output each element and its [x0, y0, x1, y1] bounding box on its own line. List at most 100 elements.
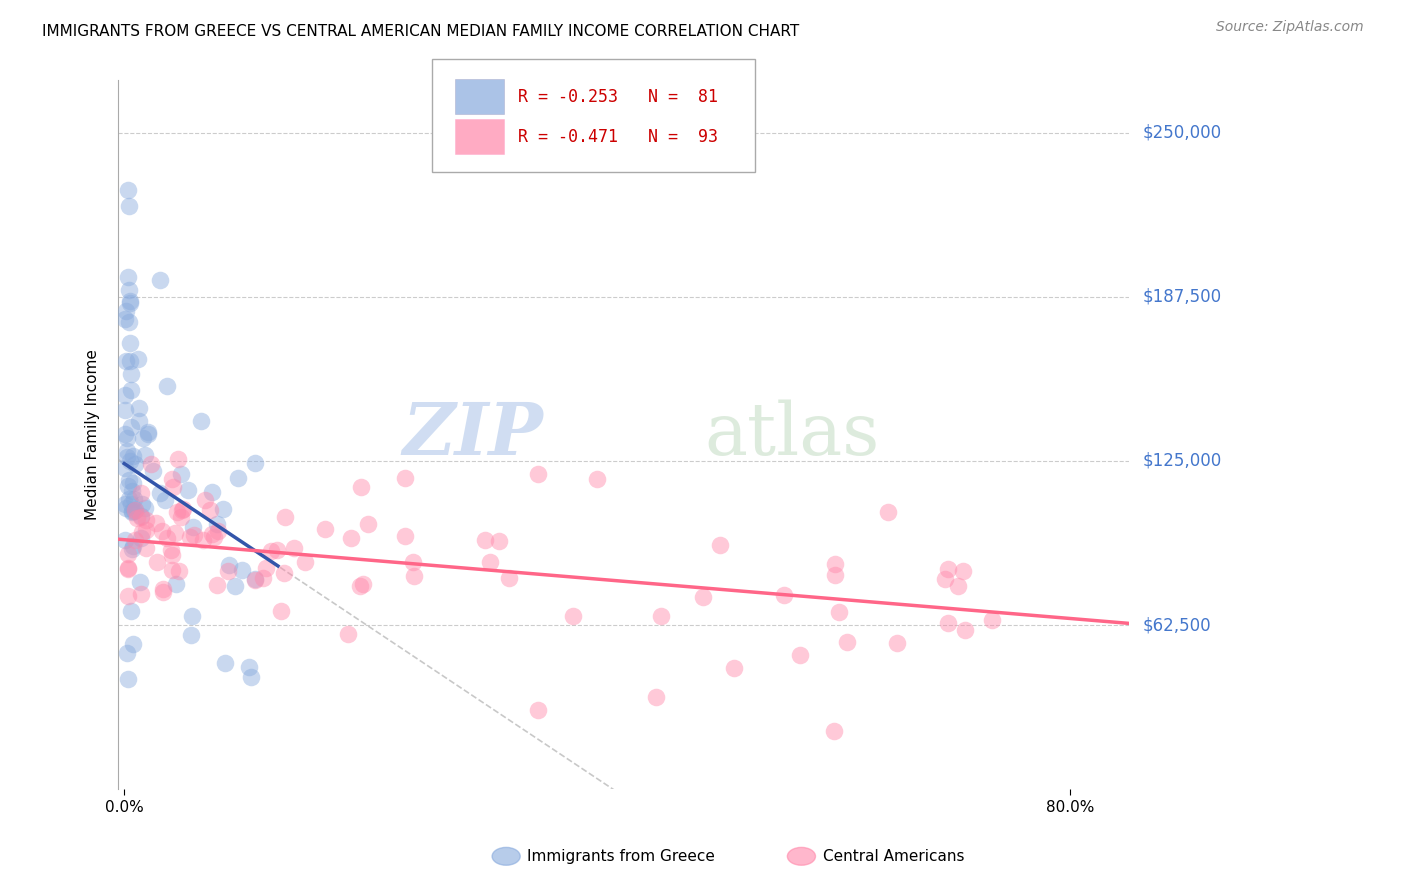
- Point: [155, 492, 177, 507]
- Point: [828, 605, 851, 619]
- Point: [946, 579, 969, 593]
- Point: [125, 511, 148, 525]
- Point: [156, 379, 179, 393]
- Point: [131, 525, 153, 540]
- Point: [886, 636, 908, 650]
- Point: [181, 520, 204, 534]
- Point: [488, 533, 510, 548]
- Point: [165, 576, 187, 591]
- Point: [114, 427, 136, 442]
- Point: [314, 522, 336, 536]
- Point: [160, 563, 183, 577]
- Point: [349, 578, 371, 592]
- Point: [356, 516, 378, 531]
- Point: [120, 368, 142, 382]
- Point: [121, 637, 143, 651]
- Point: [114, 388, 136, 402]
- Point: [259, 544, 281, 558]
- Point: [824, 557, 846, 571]
- Point: [117, 560, 139, 574]
- Point: [114, 461, 136, 475]
- Point: [283, 541, 305, 555]
- Point: [177, 483, 200, 498]
- Point: [226, 471, 249, 485]
- Point: [149, 485, 172, 500]
- Point: [132, 431, 155, 445]
- Point: [124, 492, 146, 507]
- Point: [117, 561, 139, 575]
- Point: [129, 587, 152, 601]
- Point: [129, 532, 152, 546]
- Point: [212, 502, 235, 516]
- Point: [981, 614, 1004, 628]
- Point: [202, 529, 225, 543]
- Text: $187,500: $187,500: [1143, 288, 1222, 306]
- Text: $62,500: $62,500: [1143, 616, 1212, 634]
- Point: [218, 558, 240, 573]
- Point: [136, 425, 159, 439]
- Point: [127, 352, 149, 367]
- Point: [205, 578, 228, 592]
- Point: [200, 503, 222, 517]
- Point: [114, 498, 136, 512]
- Point: [121, 504, 143, 518]
- Point: [214, 656, 236, 670]
- Point: [252, 571, 274, 585]
- Point: [180, 608, 202, 623]
- Point: [115, 353, 138, 368]
- Point: [152, 582, 174, 597]
- Point: [117, 431, 139, 445]
- Point: [117, 479, 139, 493]
- Text: ZIP: ZIP: [402, 400, 543, 470]
- Point: [254, 561, 277, 575]
- Point: [709, 538, 731, 552]
- Point: [129, 486, 152, 500]
- Point: [115, 304, 138, 318]
- Text: $125,000: $125,000: [1143, 452, 1222, 470]
- Point: [953, 623, 976, 637]
- Point: [404, 568, 426, 582]
- Text: IMMIGRANTS FROM GREECE VS CENTRAL AMERICAN MEDIAN FAMILY INCOME CORRELATION CHAR: IMMIGRANTS FROM GREECE VS CENTRAL AMERIC…: [42, 24, 800, 39]
- Point: [131, 497, 153, 511]
- Point: [120, 335, 142, 350]
- Point: [145, 516, 167, 531]
- Point: [169, 510, 191, 524]
- Point: [166, 452, 188, 467]
- Point: [117, 589, 139, 603]
- Point: [723, 661, 745, 675]
- Point: [118, 199, 141, 213]
- Point: [562, 609, 585, 624]
- Point: [340, 531, 363, 545]
- Point: [238, 659, 260, 673]
- Point: [117, 547, 139, 561]
- Point: [789, 648, 811, 662]
- Point: [120, 293, 142, 308]
- Point: [773, 588, 796, 602]
- Point: [146, 555, 169, 569]
- Point: [191, 533, 214, 548]
- Point: [207, 524, 229, 539]
- Point: [169, 467, 191, 481]
- Point: [179, 530, 201, 544]
- Point: [394, 529, 416, 543]
- Point: [118, 315, 141, 329]
- Point: [122, 475, 145, 490]
- Point: [120, 383, 142, 397]
- Point: [117, 184, 139, 198]
- Text: Source: ZipAtlas.com: Source: ZipAtlas.com: [1216, 20, 1364, 34]
- Point: [180, 627, 202, 641]
- Point: [129, 509, 152, 524]
- Point: [118, 492, 141, 507]
- Point: [128, 574, 150, 589]
- Point: [294, 555, 316, 569]
- Point: [402, 555, 425, 569]
- Point: [270, 604, 292, 618]
- Point: [205, 517, 228, 532]
- Point: [586, 472, 609, 486]
- Point: [201, 526, 224, 541]
- Point: [350, 480, 373, 494]
- Point: [120, 296, 142, 310]
- FancyBboxPatch shape: [432, 59, 755, 172]
- Point: [163, 526, 186, 541]
- Point: [243, 573, 266, 587]
